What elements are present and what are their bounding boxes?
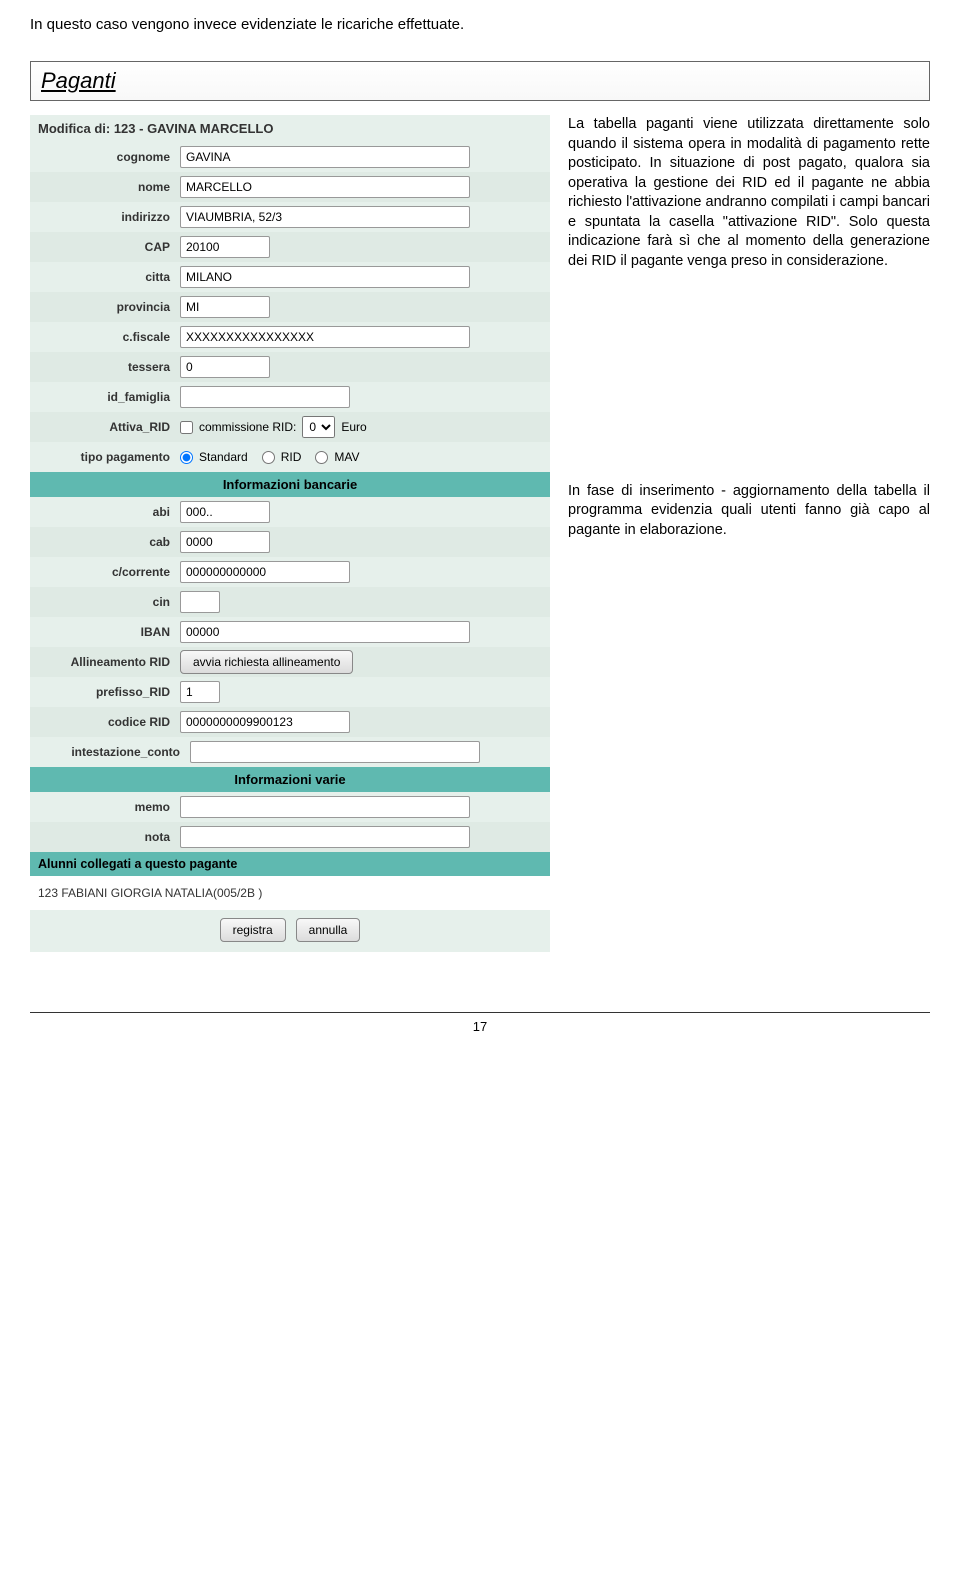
- label-allineamento-rid: Allineamento RID: [30, 655, 180, 669]
- radio-mav[interactable]: [315, 451, 328, 464]
- input-codice-rid[interactable]: [180, 711, 350, 733]
- label-prefisso-rid: prefisso_RID: [30, 685, 180, 699]
- label-nome: nome: [30, 180, 180, 194]
- label-cab: cab: [30, 535, 180, 549]
- label-attiva-rid: Attiva_RID: [30, 420, 180, 434]
- radio-standard[interactable]: [180, 451, 193, 464]
- section-title-box: Paganti: [30, 61, 930, 101]
- intro-text: In questo caso vengono invece evidenziat…: [30, 16, 930, 33]
- input-cfiscale[interactable]: [180, 326, 470, 348]
- label-iban: IBAN: [30, 625, 180, 639]
- input-citta[interactable]: [180, 266, 470, 288]
- radio-rid[interactable]: [262, 451, 275, 464]
- label-intestazione-conto: intestazione_conto: [30, 745, 190, 759]
- linked-student: 123 FABIANI GIORGIA NATALIA(005/2B ): [30, 876, 550, 910]
- radio-label-rid: RID: [281, 450, 302, 464]
- label-codice-rid: codice RID: [30, 715, 180, 729]
- input-tessera[interactable]: [180, 356, 270, 378]
- input-abi[interactable]: [180, 501, 270, 523]
- label-memo: memo: [30, 800, 180, 814]
- radio-label-standard: Standard: [199, 450, 248, 464]
- input-memo[interactable]: [180, 796, 470, 818]
- input-nome[interactable]: [180, 176, 470, 198]
- label-indirizzo: indirizzo: [30, 210, 180, 224]
- btn-registra[interactable]: registra: [220, 918, 286, 942]
- input-intestazione-conto[interactable]: [190, 741, 480, 763]
- footer-rule: [30, 1012, 930, 1013]
- input-ccorrente[interactable]: [180, 561, 350, 583]
- input-iban[interactable]: [180, 621, 470, 643]
- edit-form: Modifica di: 123 - GAVINA MARCELLO cogno…: [30, 115, 550, 952]
- label-provincia: provincia: [30, 300, 180, 314]
- page-number: 17: [30, 1019, 930, 1034]
- select-commissione[interactable]: 0: [302, 416, 335, 438]
- label-cap: CAP: [30, 240, 180, 254]
- btn-allineamento[interactable]: avvia richiesta allineamento: [180, 650, 353, 674]
- radio-label-mav: MAV: [334, 450, 359, 464]
- description-para-1: La tabella paganti viene utilizzata dire…: [568, 115, 930, 272]
- linked-section-header: Alunni collegati a questo pagante: [30, 852, 550, 876]
- input-id-famiglia[interactable]: [180, 386, 350, 408]
- label-citta: citta: [30, 270, 180, 284]
- form-header: Modifica di: 123 - GAVINA MARCELLO: [30, 115, 550, 142]
- input-nota[interactable]: [180, 826, 470, 848]
- label-nota: nota: [30, 830, 180, 844]
- section-bar-bancarie: Informazioni bancarie: [30, 472, 550, 497]
- input-cin[interactable]: [180, 591, 220, 613]
- input-cognome[interactable]: [180, 146, 470, 168]
- label-cin: cin: [30, 595, 180, 609]
- label-cognome: cognome: [30, 150, 180, 164]
- section-bar-varie: Informazioni varie: [30, 767, 550, 792]
- label-commissione: commissione RID:: [199, 420, 296, 434]
- label-abi: abi: [30, 505, 180, 519]
- label-tessera: tessera: [30, 360, 180, 374]
- description-column: La tabella paganti viene utilizzata dire…: [568, 115, 930, 540]
- label-ccorrente: c/corrente: [30, 565, 180, 579]
- input-provincia[interactable]: [180, 296, 270, 318]
- label-id-famiglia: id_famiglia: [30, 390, 180, 404]
- section-title: Paganti: [41, 68, 116, 93]
- btn-annulla[interactable]: annulla: [296, 918, 361, 942]
- checkbox-attiva-rid[interactable]: [180, 421, 193, 434]
- input-prefisso-rid[interactable]: [180, 681, 220, 703]
- input-cab[interactable]: [180, 531, 270, 553]
- description-para-2: In fase di inserimento - aggiornamento d…: [568, 482, 930, 541]
- label-euro: Euro: [341, 420, 366, 434]
- label-tipo-pagamento: tipo pagamento: [30, 450, 180, 464]
- input-indirizzo[interactable]: [180, 206, 470, 228]
- input-cap[interactable]: [180, 236, 270, 258]
- label-cfiscale: c.fiscale: [30, 330, 180, 344]
